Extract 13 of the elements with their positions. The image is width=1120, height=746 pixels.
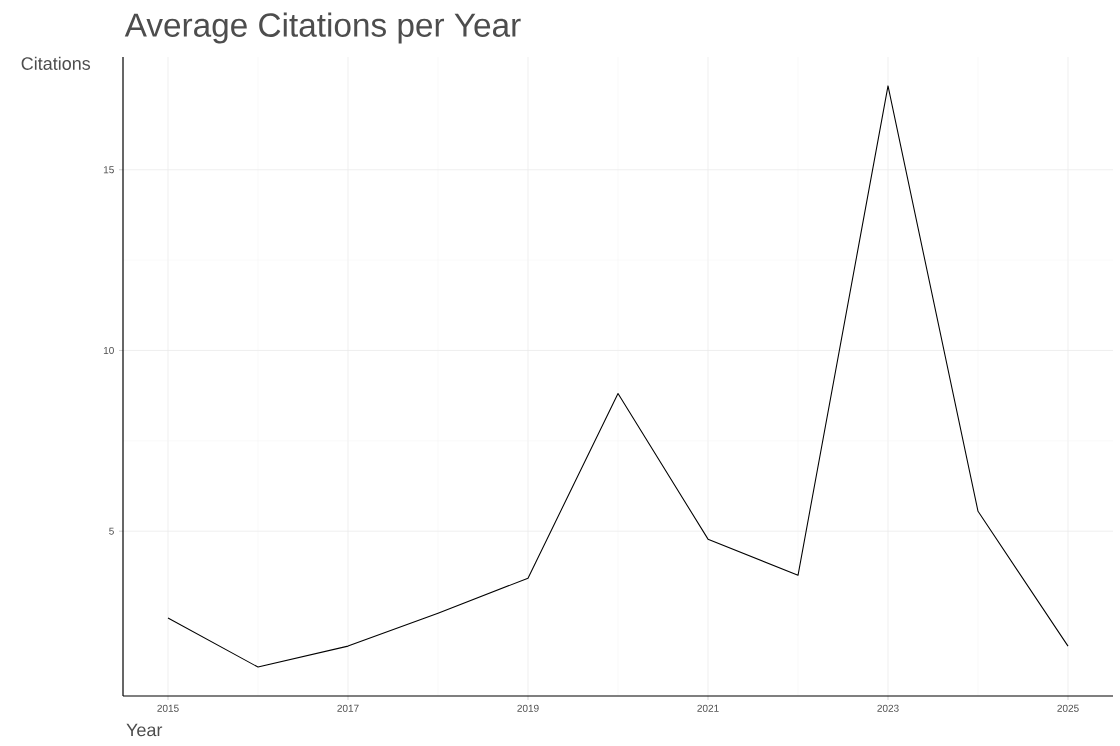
x-tick-label: 2015	[157, 704, 179, 712]
y-axis-title: Citations	[21, 56, 91, 70]
x-tick-label: 2019	[517, 704, 539, 712]
y-tick-label: 15	[103, 166, 114, 174]
line-series	[167, 85, 1069, 668]
y-tick-label: 10	[103, 346, 114, 355]
x-tick-label: 2025	[1057, 704, 1079, 712]
x-tick-label: 2023	[877, 704, 899, 712]
x-tick-label: 2017	[337, 704, 359, 712]
chart-title: Average Citations per Year	[124, 12, 521, 44]
y-tick-label: 5	[109, 527, 114, 535]
x-axis-title: Year	[126, 723, 163, 737]
x-tick-label: 2021	[697, 704, 719, 712]
